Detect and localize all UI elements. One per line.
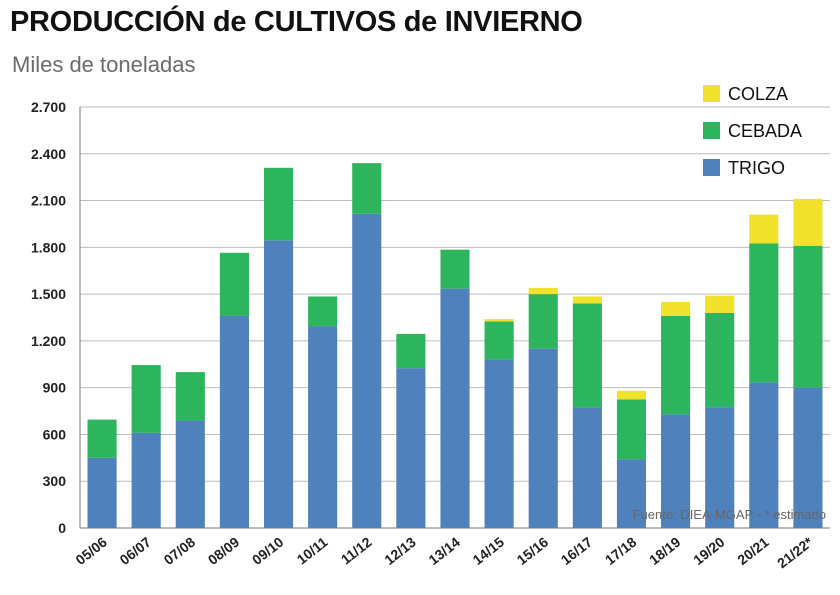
x-tick-label: 15/16 (514, 534, 552, 568)
y-tick-label: 1.500 (31, 286, 66, 302)
legend-label-cebada: CEBADA (728, 121, 802, 141)
bar-trigo (87, 457, 117, 528)
bar-trigo (131, 432, 161, 528)
legend-swatch-trigo (703, 159, 720, 176)
bar-cebada (484, 321, 514, 360)
x-tick-label: 14/15 (469, 534, 507, 568)
x-tick-label: 21/22* (774, 533, 816, 571)
bar-trigo (175, 420, 205, 528)
bar-trigo (219, 315, 249, 528)
y-tick-label: 2.400 (31, 146, 66, 162)
bar-colza (705, 295, 735, 313)
x-tick-label: 18/19 (646, 534, 684, 568)
x-tick-label: 10/11 (294, 534, 331, 568)
y-tick-label: 1.800 (31, 239, 66, 255)
bar-cebada (749, 243, 779, 383)
bar-trigo (396, 368, 426, 528)
bar-cebada (440, 249, 470, 289)
x-tick-label: 19/20 (690, 534, 728, 568)
bar-trigo (616, 459, 647, 528)
bar-colza (484, 319, 514, 322)
bar-trigo (661, 414, 691, 528)
bar-colza (661, 301, 691, 316)
legend-label-colza: COLZA (728, 84, 788, 104)
bar-trigo (572, 407, 602, 528)
x-tick-label: 11/12 (338, 534, 375, 568)
bar-cebada (308, 296, 338, 327)
x-tick-label: 20/21 (734, 534, 772, 568)
source-note: Fuente: DIEA-MGAP - * estimado (633, 507, 826, 522)
bar-cebada (528, 294, 558, 349)
x-tick-label: 12/13 (381, 534, 419, 568)
bar-cebada (793, 245, 823, 388)
x-tick-label: 08/09 (205, 534, 243, 568)
bar-cebada (572, 303, 602, 408)
y-tick-label: 2.100 (31, 193, 66, 209)
bar-colza (749, 214, 779, 244)
bar-cebada (705, 312, 735, 408)
bar-trigo (263, 240, 294, 529)
bar-trigo (440, 288, 470, 528)
bar-cebada (219, 252, 249, 316)
chart-title: PRODUCCIÓN de CULTIVOS de INVIERNO (10, 6, 583, 38)
x-tick-label: 17/18 (602, 534, 640, 568)
bar-cebada (661, 315, 691, 415)
bar-trigo (705, 407, 735, 528)
legend-swatch-cebada (703, 122, 720, 139)
bar-colza (793, 198, 823, 246)
bar-cebada (616, 399, 647, 460)
bar-cebada (131, 365, 161, 433)
y-tick-label: 1.200 (31, 333, 66, 349)
bar-cebada (396, 333, 426, 369)
chart-subtitle: Miles de toneladas (12, 52, 196, 77)
bar-colza (572, 296, 602, 304)
y-tick-label: 900 (43, 380, 67, 396)
bar-trigo (749, 382, 779, 528)
bar-trigo (308, 326, 338, 528)
legend-swatch-colza (703, 85, 720, 102)
bar-colza (616, 390, 647, 400)
bar-trigo (528, 348, 558, 528)
x-tick-label: 13/14 (425, 534, 463, 568)
x-tick-label: 07/08 (161, 534, 199, 568)
bar-trigo (352, 213, 382, 528)
x-tick-label: 09/10 (249, 534, 287, 568)
x-tick-label: 16/17 (558, 534, 596, 568)
x-tick-label: 05/06 (72, 534, 110, 568)
bar-colza (528, 287, 558, 295)
bar-cebada (87, 419, 117, 458)
bar-cebada (175, 372, 205, 421)
y-tick-label: 0 (58, 520, 66, 536)
y-tick-label: 2.700 (31, 99, 66, 115)
legend-label-trigo: TRIGO (728, 158, 785, 178)
y-tick-label: 300 (43, 473, 67, 489)
y-tick-label: 600 (43, 426, 67, 442)
bar-trigo (793, 387, 823, 528)
bar-trigo (484, 359, 514, 528)
bar-cebada (263, 167, 294, 241)
bar-cebada (352, 163, 382, 214)
x-tick-label: 06/07 (117, 534, 155, 568)
